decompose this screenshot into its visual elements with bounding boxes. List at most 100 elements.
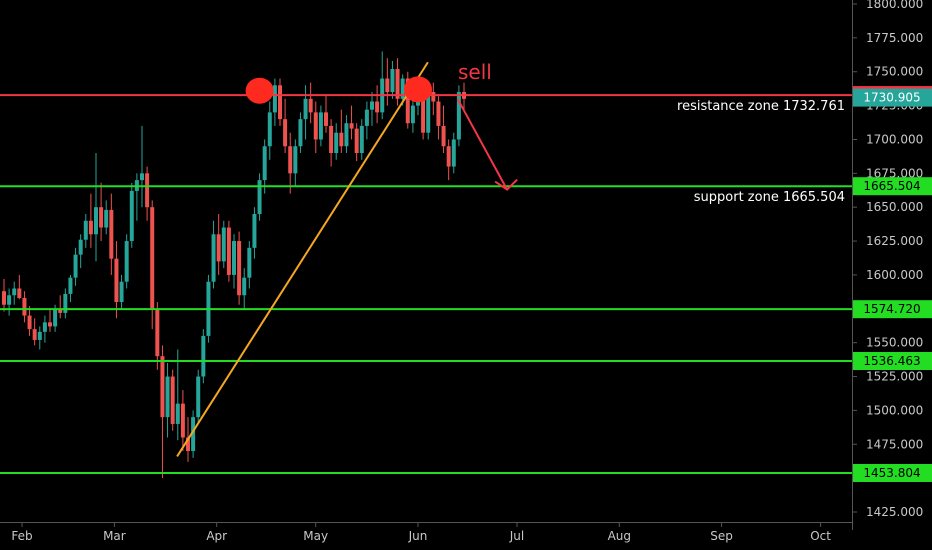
candle-body <box>334 132 339 154</box>
candle-body <box>32 329 37 340</box>
price-tick-label: 1750.000 <box>866 65 923 79</box>
candle-body <box>410 105 415 124</box>
peak-marker[interactable] <box>245 77 274 104</box>
candle-body <box>237 241 242 296</box>
candle-body <box>370 101 374 110</box>
candle-body <box>221 227 226 262</box>
support-price-tag-bg <box>853 177 932 196</box>
projection-arrow[interactable] <box>456 98 508 191</box>
candle-body <box>232 241 236 275</box>
support-price-tag: 1574.720 <box>863 302 920 316</box>
trend-line[interactable] <box>176 61 429 457</box>
time-tick-label: Jul <box>509 529 524 543</box>
candle-body <box>226 227 231 275</box>
candle-body <box>349 123 354 129</box>
candle-body <box>293 146 298 174</box>
last-price-tag-bg <box>853 88 932 107</box>
support-price-tag-bg <box>853 352 932 371</box>
candle-body <box>446 146 451 167</box>
candle-body <box>53 308 58 327</box>
candle-body <box>165 376 170 418</box>
candle-body <box>329 125 334 154</box>
candle-body <box>318 112 323 140</box>
candle-body <box>63 293 68 313</box>
candle-body <box>436 101 441 126</box>
candle-body <box>114 258 119 303</box>
candle-body <box>313 112 318 140</box>
candle-body <box>180 403 185 438</box>
candle-body <box>298 119 303 147</box>
candle-body <box>94 207 98 235</box>
candle-body <box>283 119 288 147</box>
candle-body <box>272 85 277 113</box>
time-axis[interactable]: Feb Mar Apr May Jun Jul Aug Sep Oct <box>11 522 831 543</box>
drawings-layer <box>176 61 518 457</box>
candle-body <box>2 291 6 305</box>
candle-body <box>400 78 405 99</box>
candle-body <box>344 123 349 147</box>
candle-body <box>83 220 88 240</box>
price-tick-label: 1500.000 <box>866 403 923 417</box>
price-tags: 1732.7611665.5041574.7201536.4631453.804… <box>853 86 932 482</box>
candle-body <box>140 173 144 181</box>
candle-body <box>456 92 461 140</box>
time-tick-label: Apr <box>206 529 227 543</box>
price-tick-label: 1700.000 <box>866 132 923 146</box>
candle-body <box>303 98 308 120</box>
price-tick-label: 1525.000 <box>866 370 923 384</box>
candle-body <box>216 234 221 262</box>
candle-body <box>186 437 190 452</box>
candle-body <box>257 180 262 214</box>
candle-body <box>354 128 359 154</box>
time-tick-label: Oct <box>810 529 831 543</box>
candle-body <box>78 239 83 255</box>
candle-body <box>109 209 114 259</box>
candle-body <box>17 288 22 298</box>
candle-body <box>99 207 104 228</box>
candle-body <box>119 281 124 303</box>
candle-body <box>88 220 93 235</box>
price-tick-label: 1650.000 <box>866 200 923 214</box>
candle-body <box>288 146 293 174</box>
candle-body <box>37 331 42 340</box>
candle-body <box>267 112 272 147</box>
candle-body <box>155 308 160 357</box>
support-price-tag: 1536.463 <box>863 354 920 368</box>
projection-arrowhead <box>494 178 518 191</box>
candle-body <box>7 295 12 305</box>
candle-body <box>426 92 431 133</box>
candle-body <box>48 322 52 327</box>
candle-body <box>339 132 344 147</box>
time-tick-label: Sep <box>710 529 733 543</box>
price-tick-label: 1675.000 <box>866 166 923 180</box>
price-tick-label: 1775.000 <box>866 31 923 45</box>
candle-body <box>390 69 395 93</box>
peak-marker[interactable] <box>404 76 432 103</box>
support-zone-label: support zone 1665.504 <box>694 190 845 205</box>
candle-body <box>160 356 165 418</box>
candle-body <box>385 78 390 93</box>
candle-body <box>201 335 206 377</box>
candle-body <box>252 213 257 248</box>
candle-body <box>73 254 78 278</box>
candle-body <box>359 125 364 154</box>
price-tick-label: 1600.000 <box>866 268 923 282</box>
candle-body <box>124 241 129 282</box>
candle-body <box>12 288 17 296</box>
candle-body <box>324 112 328 126</box>
candle-body <box>375 101 380 113</box>
candle-body <box>278 85 282 120</box>
candle-body <box>150 207 155 309</box>
price-tick-label: 1425.000 <box>866 505 923 519</box>
candle-body <box>196 376 201 418</box>
resistance-zone-label: resistance zone 1732.761 <box>677 99 845 114</box>
candle-body <box>170 376 175 424</box>
candle-body <box>242 277 247 296</box>
sell-label: sell <box>458 60 492 84</box>
time-tick-label: Jun <box>408 529 428 543</box>
candle-body <box>431 92 436 102</box>
candle-body <box>421 92 426 133</box>
price-tick-label: 1475.000 <box>866 437 923 451</box>
